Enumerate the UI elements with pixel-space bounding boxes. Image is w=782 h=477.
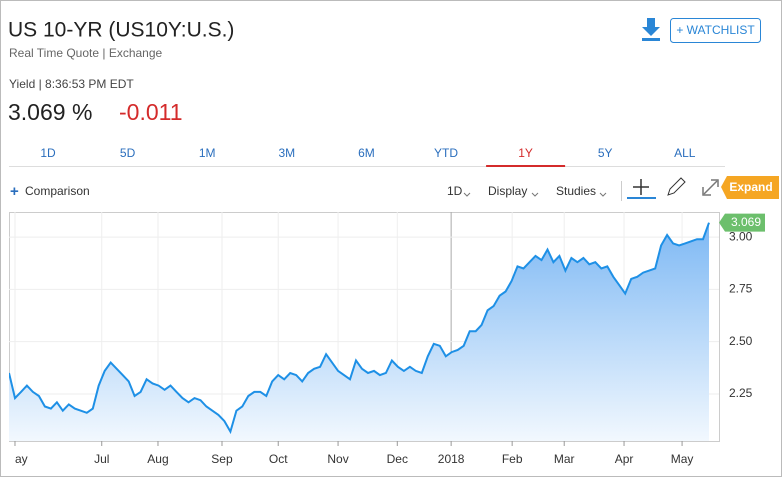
tab[interactable]: 6M [358, 146, 375, 160]
expand-label[interactable]: Expand [729, 180, 772, 194]
tab[interactable]: 3M [278, 146, 295, 160]
y-tick-label: 3.00 [729, 229, 753, 243]
x-tick-label: May [671, 452, 694, 466]
watchlist-label[interactable]: + WATCHLIST [676, 23, 755, 37]
y-tick-label: 2.25 [729, 386, 753, 400]
studies[interactable]: Studies [556, 184, 596, 198]
tab[interactable]: ALL [674, 146, 696, 160]
quote-meta: Yield | 8:36:53 PM EDT [9, 77, 134, 91]
dropdown-carets [463, 192, 607, 197]
plus-icon[interactable]: + [10, 183, 19, 200]
yield-change: -0.011 [119, 99, 183, 125]
x-tick-label: Aug [147, 452, 168, 466]
x-tick-label: Sep [211, 452, 233, 466]
watchlist-button[interactable] [670, 18, 761, 43]
tab[interactable]: 5D [120, 146, 136, 160]
tab[interactable]: 1M [199, 146, 216, 160]
display[interactable]: Display [488, 184, 527, 198]
expand-badge[interactable] [721, 176, 779, 199]
x-tick-label: Mar [554, 452, 575, 466]
area-fill [9, 222, 709, 441]
x-tick-label: Nov [327, 452, 348, 466]
price-line [9, 222, 710, 435]
tab[interactable]: 1D [40, 146, 56, 160]
x-tick-label: ay [15, 452, 28, 466]
y-tick-label: 2.75 [729, 282, 753, 296]
tab[interactable]: 1Y [518, 146, 533, 160]
yield-value: 3.069 % [8, 99, 92, 125]
tab[interactable]: YTD [434, 146, 458, 160]
comparison[interactable]: Comparison [25, 184, 90, 198]
x-tick-label: Oct [269, 452, 288, 466]
x-tick-label: Feb [502, 452, 523, 466]
last-value-label: 3.069 [731, 215, 761, 229]
x-tick-label: 2018 [438, 452, 465, 466]
tab[interactable]: 5Y [598, 146, 613, 160]
x-tick-label: Jul [94, 452, 109, 466]
draw-icon[interactable] [667, 177, 686, 196]
title: US 10-YR (US10Y:U.S.) [8, 19, 234, 42]
interval[interactable]: 1D [447, 184, 463, 198]
subtitle: Real Time Quote | Exchange [9, 46, 163, 60]
x-tick-label: Apr [615, 452, 634, 466]
x-tick-label: Dec [387, 452, 408, 466]
last-value-badge [719, 213, 765, 232]
expand-icon[interactable] [702, 179, 719, 196]
crosshair-icon[interactable] [633, 179, 649, 195]
download-icon[interactable] [642, 18, 660, 41]
y-tick-label: 2.50 [729, 334, 753, 348]
